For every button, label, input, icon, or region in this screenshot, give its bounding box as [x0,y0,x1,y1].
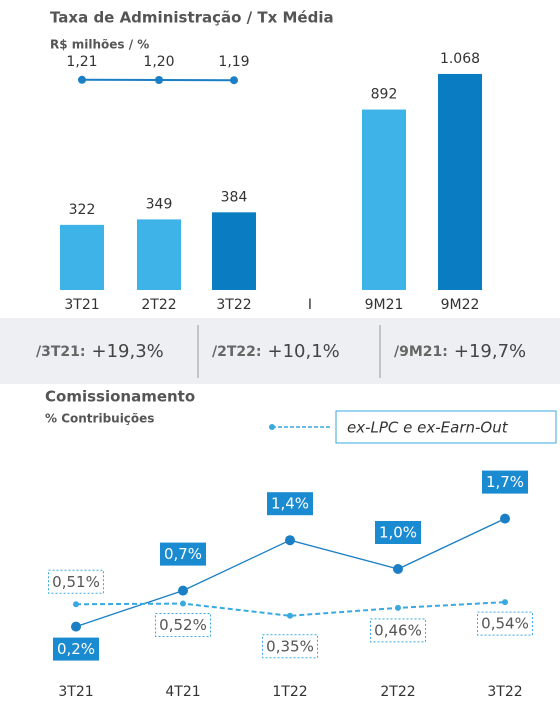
data-label: 0,2% [57,640,95,658]
data-label: 1,19 [218,54,249,70]
point [78,75,86,84]
point [230,76,238,85]
x-tick-label: 1T22 [272,684,307,700]
point [395,604,401,611]
x-tick-label: 9M21 [365,297,404,313]
point [155,76,163,84]
comparison-strip [0,318,560,384]
point [285,535,295,546]
x-tick-label: I [308,297,312,313]
x-tick-label: 2T22 [141,297,176,313]
data-label: 892 [371,87,398,103]
label-box [48,569,104,594]
chart-title: Taxa de Administração / Tx Média [50,9,334,27]
comparison-label: /2T22: [212,344,262,360]
comparison-value: +10,1% [268,341,340,362]
data-label: 0,52% [159,616,207,634]
label-box [53,637,99,661]
data-label: 1,0% [379,524,417,542]
legend-dot [269,424,275,430]
label-box [160,542,206,566]
comparison-value: +19,3% [92,341,164,362]
chart-subtitle: % Contribuições [45,412,154,426]
x-tick-label: 3T22 [487,684,522,700]
comparison-label: /3T21: [36,344,86,360]
comparison-value: +19,7% [454,341,526,362]
label-box [267,492,313,516]
data-label: 1,7% [486,473,524,491]
bar [137,219,181,290]
data-label: 0,35% [266,637,314,655]
point [502,599,508,606]
label-box [155,613,211,638]
x-tick-label: 3T22 [216,297,251,313]
data-label: 1,20 [143,54,174,70]
x-tick-label: 9M22 [441,297,480,313]
point [500,513,510,524]
point [73,601,79,608]
data-label: 384 [221,189,248,205]
label-box [370,618,426,643]
data-label: 1.068 [440,51,480,67]
label-box [375,521,421,544]
x-tick-label: 3T21 [64,297,99,313]
label-box [262,634,318,659]
point [287,612,293,619]
bar [60,224,104,290]
chart-subtitle: R$ milhões / % [50,38,149,52]
comparison-label: /9M21: [394,344,448,360]
point [71,621,81,632]
data-label: 1,21 [66,54,97,70]
point [180,600,186,607]
bar [438,73,482,290]
label-box [477,611,533,636]
line [75,518,506,628]
data-label: 1,4% [271,495,309,513]
x-tick-label: 3T21 [58,684,93,700]
legend-label: ex-LPC e ex-Earn-Out [347,419,509,437]
label-box [482,470,528,494]
comparison: /3T21: +19,3% [36,341,164,362]
comparison: /2T22: +10,1% [212,341,340,362]
legend-box [335,410,557,444]
point [178,585,188,596]
chart-title: Comissionamento [45,388,195,406]
data-label: 0,51% [52,573,100,591]
comparison: /9M21: +19,7% [394,341,526,362]
data-label: 0,46% [374,621,422,639]
data-label: 0,7% [164,545,202,563]
data-label: 322 [69,202,96,218]
bar [212,212,256,290]
data-label: 0,54% [481,615,529,633]
x-tick-label: 4T21 [165,684,200,700]
data-label: 349 [146,196,173,212]
point [393,564,403,574]
bar [362,109,406,290]
x-tick-label: 2T22 [380,684,415,700]
